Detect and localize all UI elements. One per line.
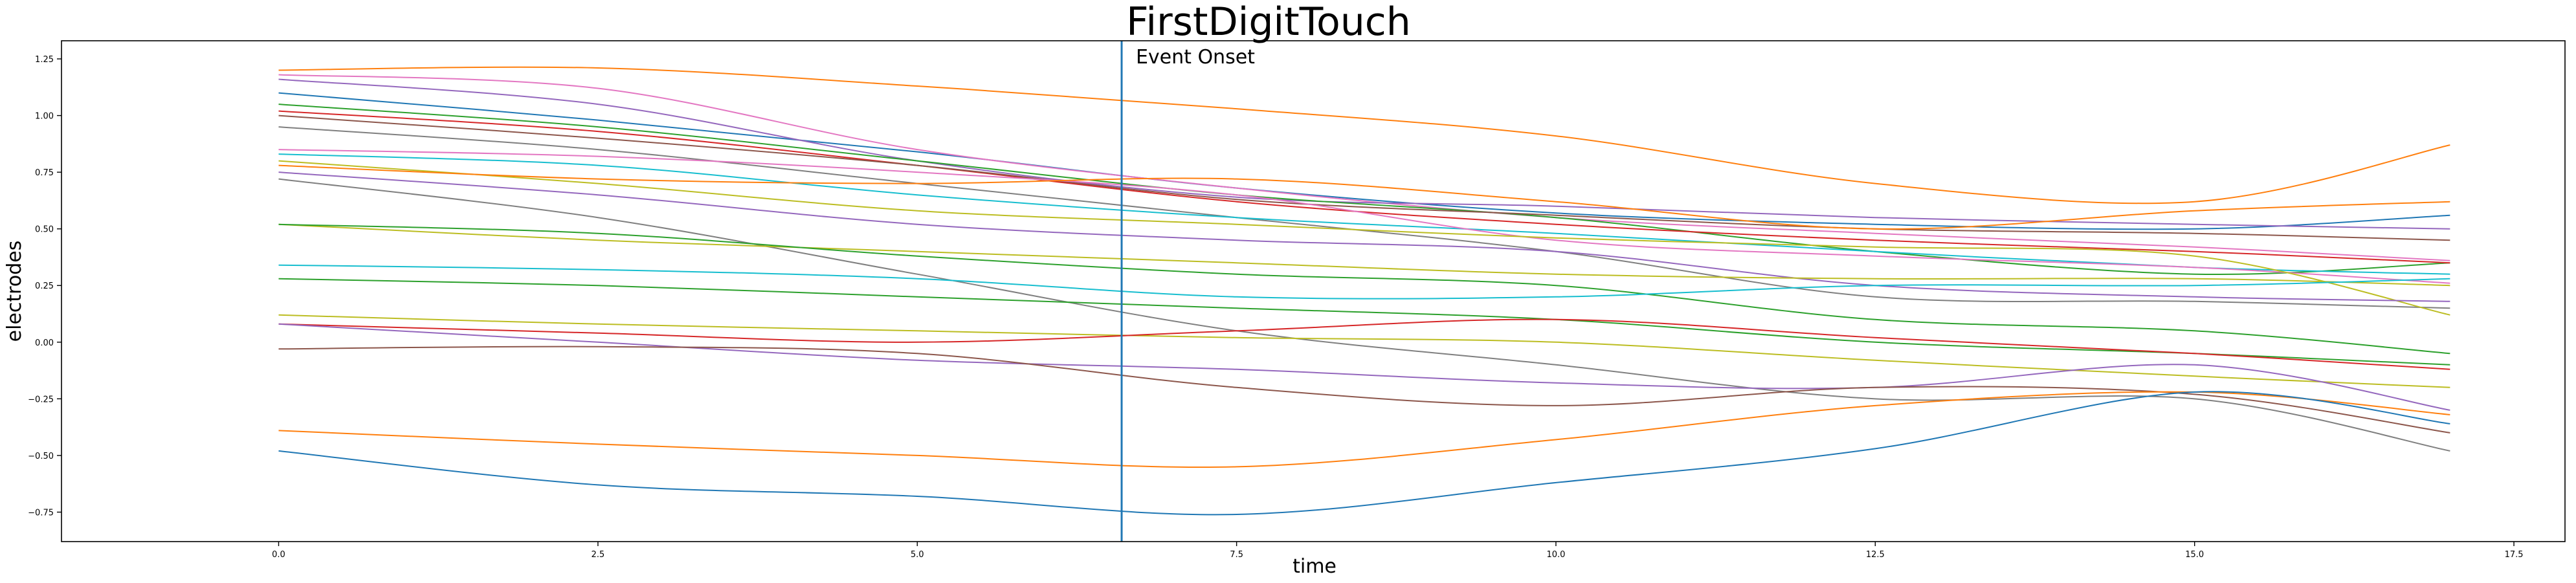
series-line-8 bbox=[278, 126, 2450, 309]
y-tick-label: 0.00 bbox=[35, 338, 54, 348]
series-line-7 bbox=[278, 115, 2450, 241]
event-onset-layer: Event Onset bbox=[1120, 41, 1255, 542]
series-line-13 bbox=[278, 171, 2450, 302]
y-axis-ticks: 1.25 1.00 0.75 0.50 0.25 0.00 −0.25 −0.50 −0.75 bbox=[28, 55, 61, 518]
y-tick-label: −0.75 bbox=[28, 508, 54, 518]
series-line-22 bbox=[278, 346, 2450, 434]
x-tick-label: 17.5 bbox=[2505, 550, 2524, 560]
y-tick-label: 1.00 bbox=[35, 112, 54, 122]
series-line-5 bbox=[278, 104, 2450, 276]
y-tick-label: −0.50 bbox=[28, 452, 54, 461]
x-axis-label: time bbox=[1293, 555, 1337, 578]
series-line-4 bbox=[278, 78, 2450, 230]
series-line-19 bbox=[278, 314, 2450, 388]
plot-frame bbox=[61, 40, 2566, 542]
x-tick-label: 15.0 bbox=[2185, 550, 2204, 560]
y-axis-label: electrodes bbox=[3, 241, 26, 342]
series-line-20 bbox=[278, 318, 2450, 370]
series-line-21 bbox=[278, 323, 2450, 411]
series-line-12 bbox=[278, 164, 2450, 230]
series-line-23 bbox=[278, 391, 2450, 468]
series-layer bbox=[278, 66, 2450, 516]
y-tick-label: 1.25 bbox=[35, 55, 54, 65]
series-line-1 bbox=[278, 66, 2450, 204]
series-line-11 bbox=[278, 160, 2450, 316]
x-tick-label: 5.0 bbox=[911, 550, 924, 560]
series-line-17 bbox=[278, 264, 2450, 300]
y-tick-label: 0.25 bbox=[35, 281, 54, 291]
series-line-6 bbox=[278, 110, 2450, 264]
x-tick-label: 12.5 bbox=[1866, 550, 1885, 560]
series-line-15 bbox=[278, 223, 2450, 287]
series-line-24 bbox=[278, 391, 2450, 516]
y-tick-label: 0.75 bbox=[35, 168, 54, 178]
x-tick-label: 10.0 bbox=[1546, 550, 1565, 560]
x-tick-label: 0.0 bbox=[272, 550, 285, 560]
x-axis-ticks: 0.0 2.5 5.0 7.5 10.0 12.5 15.0 17.5 bbox=[272, 542, 2524, 560]
series-line-10 bbox=[278, 149, 2450, 284]
x-tick-label: 7.5 bbox=[1230, 550, 1243, 560]
y-tick-label: −0.25 bbox=[28, 395, 54, 404]
series-line-18 bbox=[278, 278, 2450, 366]
series-line-14 bbox=[278, 178, 2450, 452]
series-line-2 bbox=[278, 92, 2450, 230]
x-tick-label: 2.5 bbox=[592, 550, 605, 560]
event-onset-label: Event Onset bbox=[1136, 46, 1255, 69]
series-line-16 bbox=[278, 223, 2450, 355]
y-tick-label: 0.50 bbox=[35, 225, 54, 235]
chart-title: FirstDigitTouch bbox=[1126, 0, 1411, 45]
